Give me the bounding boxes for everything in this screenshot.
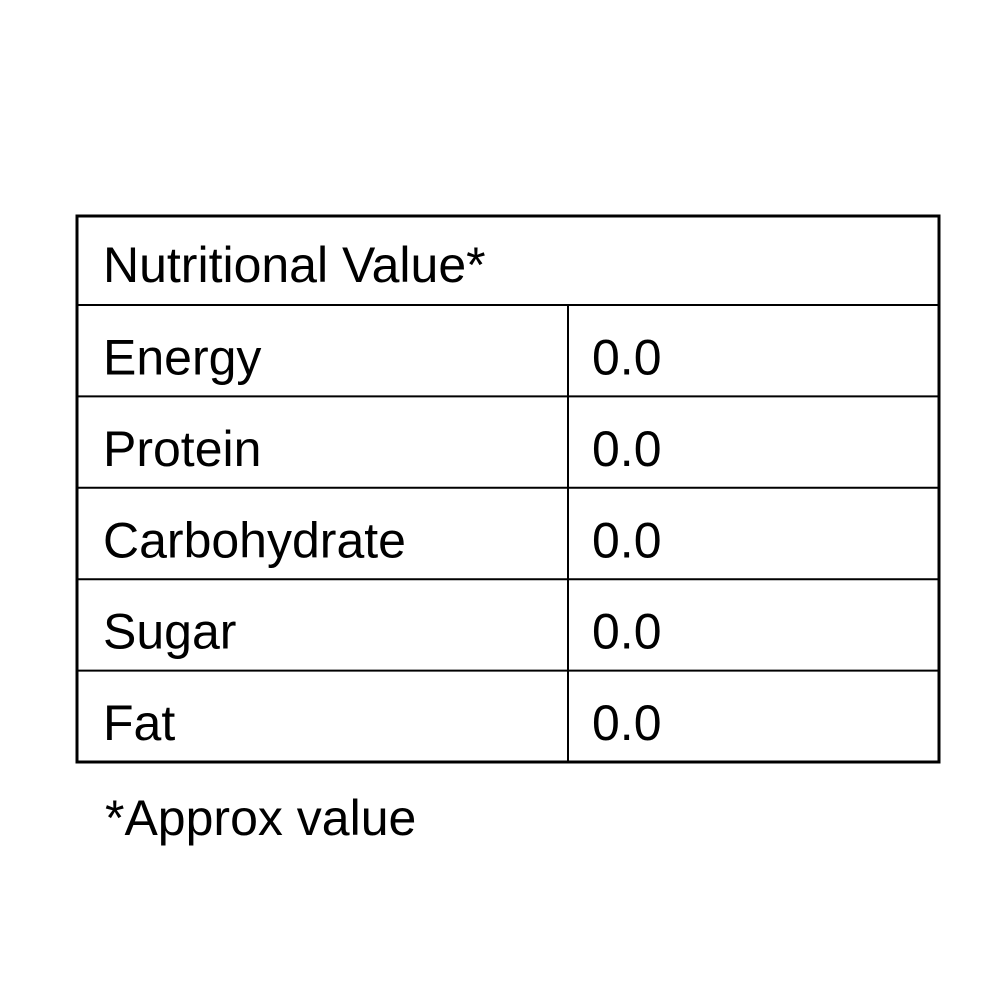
nutrient-name: Sugar: [103, 604, 236, 660]
nutrient-name: Carbohydrate: [103, 512, 406, 568]
nutrient-name: Energy: [103, 329, 261, 385]
nutrient-value: 0.0: [592, 329, 662, 385]
nutrient-name: Fat: [103, 695, 175, 751]
table-border: [75, 214, 941, 764]
nutrient-value: 0.0: [592, 512, 662, 568]
nutrient-value: 0.0: [592, 695, 662, 751]
table-title: Nutritional Value*: [103, 237, 486, 293]
footnote: *Approx value: [105, 790, 416, 846]
nutrient-name: Protein: [103, 421, 261, 477]
nutrient-value: 0.0: [592, 604, 662, 660]
nutrient-value: 0.0: [592, 421, 662, 477]
